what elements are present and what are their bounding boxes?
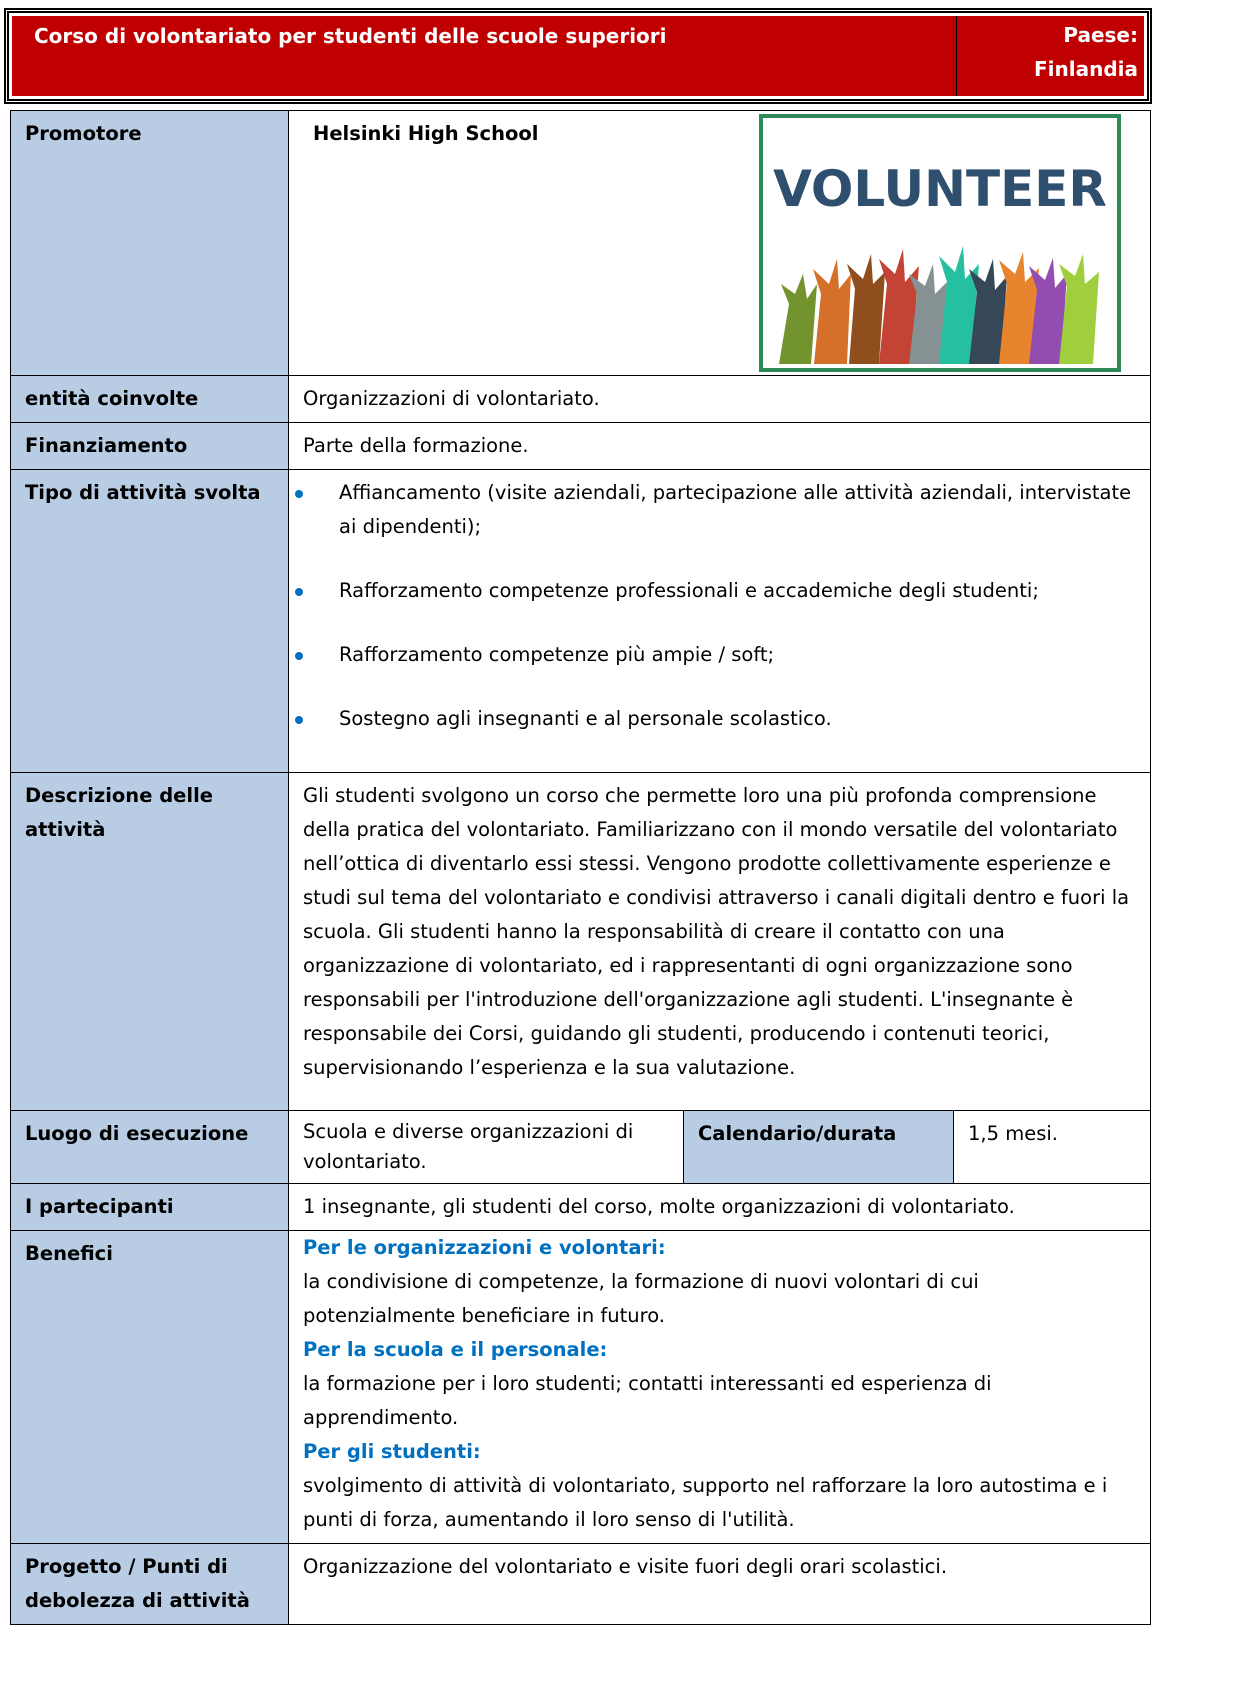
value: 1 insegnante, gli studenti del corso, mo… [287, 1183, 1152, 1231]
label: Finanziamento [10, 422, 289, 470]
activity-list: Affiancamento (visite aziendali, parteci… [294, 476, 1136, 736]
label: Descrizione delle attività [10, 772, 289, 1111]
benefit-heading: Per gli studenti: [303, 1440, 481, 1463]
country: Finlandia [1033, 57, 1138, 81]
info-table: Promotore Helsinki High School VOLUNTEER… [10, 110, 1152, 1625]
country-box: Paese: Finlandia [957, 16, 1144, 96]
cell: Per le organizzazioni e volontari: la con… [287, 1230, 1152, 1544]
cell: Helsinki High School VOLUNTEER [287, 110, 1152, 376]
header: Corso di volontariato per studenti delle… [4, 8, 1152, 104]
activity-item: Sostegno agli insegnanti e al personale … [294, 702, 1136, 736]
title: Corso di volontariato per studenti delle… [12, 16, 957, 96]
label: Tipo di attività svolta [10, 469, 289, 773]
value: Parte della formazione. [287, 422, 1152, 470]
benefit-text: la condivisione di competenze, la formaz… [303, 1270, 979, 1327]
benefit-heading: Per la scuola e il personale: [303, 1338, 608, 1361]
benefit-text: la formazione per i loro studenti; conta… [303, 1372, 992, 1429]
value: Organizzazioni di volontariato. [287, 375, 1152, 423]
label: Promotore [10, 110, 289, 376]
country-label: Paese: [1063, 23, 1138, 47]
label: Luogo di esecuzione [10, 1110, 289, 1184]
label: entità coinvolte [10, 375, 289, 423]
activity-item: Rafforzamento competenze più ampie / sof… [294, 638, 1136, 672]
cell: Affiancamento (visite aziendali, parteci… [287, 469, 1152, 773]
label: Benefici [10, 1230, 289, 1544]
label: Calendario/durata [683, 1110, 954, 1184]
value: Helsinki High School [313, 122, 539, 145]
image-text: VOLUNTEER [773, 160, 1107, 218]
activity-item: Affiancamento (visite aziendali, parteci… [294, 476, 1136, 544]
value: Gli studenti svolgono un corso che perme… [287, 772, 1152, 1111]
volunteer-image: VOLUNTEER [759, 114, 1121, 372]
activity-item: Rafforzamento competenze professionali e… [294, 574, 1136, 608]
value: Scuola e diverse organizzazioni di volon… [288, 1110, 684, 1184]
benefit-text: svolgimento di attività di volontariato,… [303, 1474, 1108, 1531]
benefit-heading: Per le organizzazioni e volontari: [303, 1236, 666, 1259]
value: Organizzazione del volontariato e visite… [287, 1543, 1152, 1625]
label: I partecipanti [10, 1183, 289, 1231]
label: Progetto / Punti di debolezza di attivit… [10, 1543, 289, 1625]
value: 1,5 mesi. [952, 1110, 1152, 1184]
